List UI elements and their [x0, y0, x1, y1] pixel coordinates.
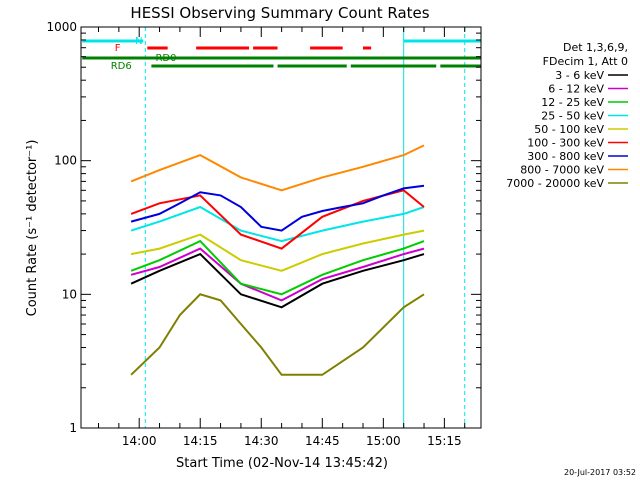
series-line-1	[130, 247, 425, 302]
flag-n-label: N	[135, 36, 142, 47]
series-line-2	[130, 239, 425, 296]
plot-frame	[80, 26, 482, 429]
x-tick-label-2: 14:30	[244, 434, 279, 448]
legend-header-2: FDecim 1, Att 0	[543, 55, 628, 68]
y-tick-label-1: 10	[62, 287, 77, 301]
legend-label-3: 25 - 50 keV	[541, 110, 604, 123]
flag-bars: N F RD0 RD6	[80, 27, 481, 428]
series-line-4	[130, 229, 425, 272]
x-tick-label-3: 14:45	[305, 434, 340, 448]
x-tick-label-5: 15:15	[427, 434, 462, 448]
legend-label-7: 800 - 7000 keV	[520, 164, 604, 177]
flag-rd6-label: RD6	[111, 61, 132, 72]
y-tick-label-3: 1000	[46, 20, 77, 34]
legend-header-1: Det 1,3,6,9,	[563, 41, 628, 54]
x-tick-label-0: 14:00	[122, 434, 157, 448]
series-line-3	[130, 205, 425, 243]
y-tick-label-0: 1	[69, 421, 77, 435]
series-line-0	[130, 252, 425, 309]
flag-rd0-label: RD0	[155, 53, 176, 64]
x-axis-label: Start Time (02-Nov-14 13:45:42)	[176, 456, 388, 471]
y-axis-label: Count Rate (s⁻¹ detector⁻¹)	[25, 140, 40, 317]
x-tick-label-4: 15:00	[366, 434, 401, 448]
x-tick-label-1: 14:15	[183, 434, 218, 448]
flag-f-label: F	[115, 43, 121, 54]
legend-label-1: 6 - 12 keV	[548, 83, 604, 96]
series-line-6	[130, 184, 425, 232]
timestamp: 20-Jul-2017 03:52	[564, 468, 636, 477]
series-line-8	[130, 293, 425, 376]
legend-label-4: 50 - 100 keV	[534, 123, 604, 136]
legend-label-8: 7000 - 20000 keV	[506, 177, 604, 190]
legend-label-0: 3 - 6 keV	[555, 69, 604, 82]
legend-label-5: 100 - 300 keV	[527, 137, 604, 150]
series-lines	[130, 144, 425, 376]
chart-title: HESSI Observing Summary Count Rates	[130, 4, 429, 22]
plot-axes: 1 10 100 1000 14:00 14:15 14:30 14:45 15:00 15:15	[46, 20, 482, 448]
series-line-7	[130, 144, 425, 192]
legend-label-2: 12 - 25 keV	[541, 96, 604, 109]
y-tick-label-2: 100	[54, 154, 77, 168]
legend-label-6: 300 - 800 keV	[527, 150, 604, 163]
